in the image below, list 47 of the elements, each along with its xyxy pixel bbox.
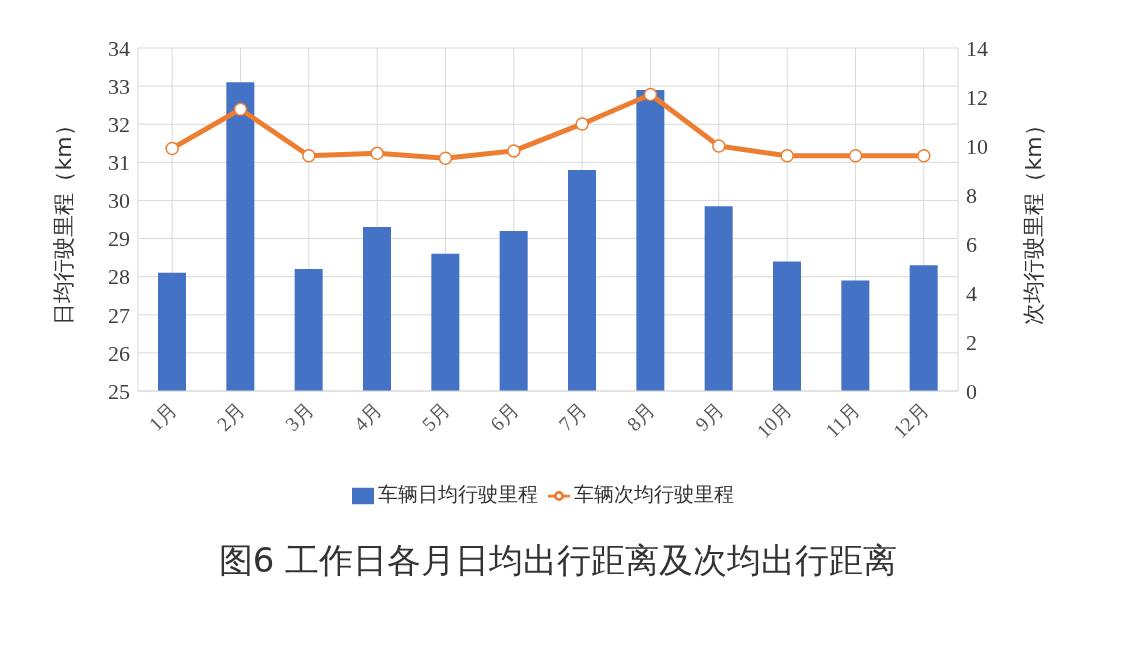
y2-tick-label: 2 bbox=[966, 329, 977, 355]
y-tick-label: 33 bbox=[108, 73, 130, 99]
point bbox=[575, 117, 589, 131]
y-axis-title: 日均行驶里程（km） bbox=[50, 114, 76, 325]
y2-tick-label: 12 bbox=[966, 84, 988, 110]
x-tick-label: 6月 bbox=[485, 398, 523, 436]
x-tick-label: 1月 bbox=[144, 398, 181, 436]
point bbox=[165, 141, 179, 156]
y2-tick-label: 0 bbox=[966, 378, 977, 404]
x-tick-label: 12月 bbox=[888, 398, 933, 443]
x-tick-label: 7月 bbox=[554, 398, 591, 436]
y-tick-label: 27 bbox=[108, 302, 130, 328]
point bbox=[438, 151, 453, 165]
point bbox=[233, 102, 248, 116]
point bbox=[848, 149, 863, 163]
x-tick-label: 11月 bbox=[821, 398, 865, 442]
legend-label: 车辆日均行驶里程 bbox=[378, 482, 538, 506]
point bbox=[507, 144, 521, 158]
y-tick-label: 25 bbox=[108, 378, 130, 404]
y-tick-label: 29 bbox=[108, 226, 130, 252]
x-tick-label: 4月 bbox=[349, 398, 386, 436]
y-tick-label: 32 bbox=[108, 112, 130, 138]
y2-axis-title: 次均行驶里程（km） bbox=[1020, 114, 1046, 325]
y-tick-label: 30 bbox=[108, 188, 130, 214]
point bbox=[643, 87, 658, 102]
text: 图6 工作日各月日均出行距离及次均出行距离 bbox=[217, 539, 899, 582]
y2-tick-label: 10 bbox=[966, 133, 988, 159]
y-tick-label: 31 bbox=[108, 150, 130, 176]
x-tick-label: 9月 bbox=[690, 398, 728, 436]
x-tick-label: 8月 bbox=[622, 398, 660, 436]
x-tick-label: 10月 bbox=[752, 398, 796, 443]
y-tick-label: 34 bbox=[108, 35, 130, 61]
x-tick-label: 2月 bbox=[212, 398, 250, 436]
y-tick-label: 28 bbox=[108, 264, 130, 290]
y2-tick-label: 14 bbox=[966, 35, 988, 61]
point bbox=[370, 146, 384, 161]
point bbox=[712, 139, 726, 153]
y2-tick-label: 4 bbox=[966, 280, 977, 306]
x-tick-label: 5月 bbox=[417, 398, 455, 436]
x-tick-label: 3月 bbox=[280, 398, 318, 436]
legend-label: 车辆次均行驶里程 bbox=[574, 482, 734, 506]
y-tick-label: 26 bbox=[108, 340, 130, 366]
y2-tick-label: 8 bbox=[966, 182, 977, 208]
point bbox=[780, 149, 794, 163]
point bbox=[917, 149, 931, 163]
y2-tick-label: 6 bbox=[966, 231, 977, 257]
point bbox=[302, 149, 316, 163]
